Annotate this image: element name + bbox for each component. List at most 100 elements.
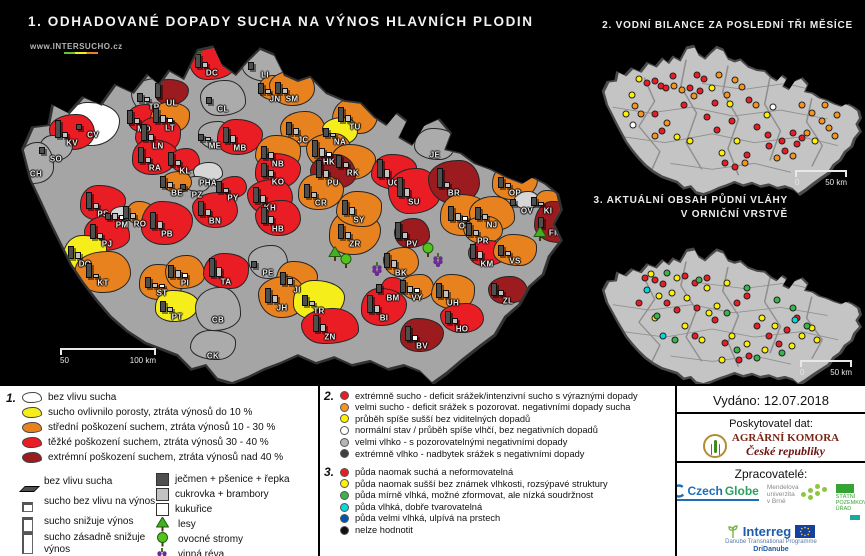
crop-impact-bar <box>144 97 150 102</box>
panel-divider <box>318 386 320 556</box>
crop-impact-bar <box>265 288 271 303</box>
tree-icon <box>328 245 342 262</box>
map3-title: 3. AKTUÁLNÍ OBSAH PŮDNÍ VLÁHY V ORNIČNÍ … <box>593 194 788 222</box>
crop-impact-bar <box>159 284 165 288</box>
czechglobe-text-globe: Globe <box>724 484 759 498</box>
district-region-pb <box>141 201 193 245</box>
status-dot-icon <box>340 437 349 447</box>
crop-impact-bar <box>145 157 151 163</box>
district-label-pr: PR <box>477 236 489 246</box>
observation-dot <box>764 131 772 139</box>
observation-dot <box>696 87 704 95</box>
crop-impact-bar <box>216 267 222 277</box>
map-districts-layer: DCLITPULCLJNSMCVMOLTKVSOCHLNMEMBJCTUNARA… <box>24 48 560 382</box>
district-bars-km <box>470 233 483 259</box>
district-label-py: PY <box>227 193 239 203</box>
observation-dot <box>651 77 659 85</box>
fruit-icon <box>156 532 174 547</box>
legend-item: sucho zásadně snižuje výnos <box>22 532 156 556</box>
legend-item: ječmen + pšenice + řepka <box>156 472 314 487</box>
crop-impact-bar <box>130 213 136 219</box>
legend-item: sucho snižuje výnos <box>22 512 156 532</box>
crop-impact-bar <box>330 133 336 137</box>
legend-item: lesy <box>155 516 314 532</box>
district-label-lt: LT <box>165 123 175 133</box>
district-bars-pr <box>466 210 479 236</box>
district-label-rk: RK <box>346 168 360 178</box>
legend-label: extrémně sucho - deficit srážek/intenziv… <box>355 390 638 401</box>
crop-impact-bar <box>400 280 406 293</box>
crop-impact-bar <box>153 108 159 123</box>
district-label-kt: KT <box>97 278 109 288</box>
issue-date: Vydáno: 12.07.2018 <box>677 386 865 414</box>
district-bars-ji <box>280 259 293 285</box>
mendelu-dots-icon <box>800 492 806 497</box>
observation-dot <box>663 269 671 277</box>
crop-impact-bar <box>404 188 410 197</box>
district-bars-tu <box>338 96 351 122</box>
district-bars-fm <box>538 202 544 228</box>
district-label-je: JE <box>429 150 441 160</box>
crop-impact-bar <box>180 184 186 190</box>
district-bars-hb <box>261 198 274 224</box>
observation-dot <box>641 274 649 282</box>
crop-impact-bar <box>123 206 129 219</box>
district-label-zn: ZN <box>324 332 336 342</box>
crop-impact-bar <box>182 273 188 278</box>
district-label-zr: ZR <box>349 239 361 249</box>
legend-item: normální stav / průběh spíše vlhčí, bez … <box>324 425 672 437</box>
map2-title: 2. VODNÍ BILANCE ZA POSLEDNÍ TŘI MĚSÍCE <box>602 20 853 31</box>
district-bars-kh <box>253 177 266 203</box>
mendelu-line2: univerzita <box>766 491 795 498</box>
main-title: 1. ODHADOVANÉ DOPADY SUCHA NA VÝNOS HLAV… <box>28 14 534 29</box>
legend-label: půda naomak sušší bez známek vlhkosti, r… <box>355 478 608 489</box>
district-label-tr: TR <box>313 306 325 316</box>
scale-label-right: 50 km <box>830 368 852 377</box>
legend-label: kukuřice <box>175 503 213 515</box>
legend-item: kukuřice <box>156 502 314 517</box>
observation-dot <box>662 84 670 92</box>
observation-dot <box>798 332 806 340</box>
crop-impact-bar <box>268 170 274 177</box>
district-label-fm: FM <box>548 228 560 238</box>
interreg-sprout-icon <box>728 524 738 538</box>
observation-dot <box>723 279 731 287</box>
district-label-ps: PS <box>97 209 109 219</box>
district-label-so: SO <box>49 154 63 164</box>
crop-impact-bar <box>86 263 92 278</box>
crop-impact-bar <box>313 315 319 332</box>
intersucho-url-link[interactable]: www.INTERSUCHO.cz <box>30 42 123 51</box>
crop-impact-bar <box>230 135 236 143</box>
spu-teal-icon <box>849 515 860 520</box>
observation-dot <box>683 294 691 302</box>
impact-bar-icon <box>22 492 40 512</box>
map3-title-line1: 3. AKTUÁLNÍ OBSAH PŮDNÍ VLÁHY <box>593 195 788 206</box>
legend-item: půda vlhká, dobře tvarovatelná <box>324 501 672 513</box>
impact-bar-icon <box>22 512 40 532</box>
status-dot-icon <box>340 402 349 412</box>
dridanube-name: DriDanube <box>753 546 789 553</box>
crop-impact-bar <box>175 270 181 278</box>
observation-dot <box>708 84 716 92</box>
district-bars-kl <box>168 140 181 166</box>
observation-dot <box>803 129 811 137</box>
observation-dot <box>698 336 706 344</box>
district-bars-vy <box>400 267 420 293</box>
main-map-scalebar: 50 100 km <box>60 348 156 365</box>
observation-dot <box>663 299 671 307</box>
legend-label: lesy <box>178 518 196 530</box>
crop-impact-bar <box>160 176 166 188</box>
crop-impact-bar <box>68 246 74 259</box>
crop-impact-bar <box>374 305 380 313</box>
district-label-kv: KV <box>66 138 78 148</box>
observation-dot <box>818 117 826 125</box>
district-bars-su <box>397 171 410 197</box>
observation-dot <box>788 342 796 350</box>
legend-label: bez vlivu sucha <box>44 476 113 487</box>
crop-impact-bar <box>261 146 267 159</box>
flat-bar-icon <box>19 472 40 492</box>
interreg-subtitle: Danube Transnational Programme <box>725 539 817 545</box>
legend-label: půda naomak suchá a neformovatelná <box>355 467 514 478</box>
district-bars-ki <box>531 180 544 206</box>
district-bars-do <box>68 233 81 259</box>
